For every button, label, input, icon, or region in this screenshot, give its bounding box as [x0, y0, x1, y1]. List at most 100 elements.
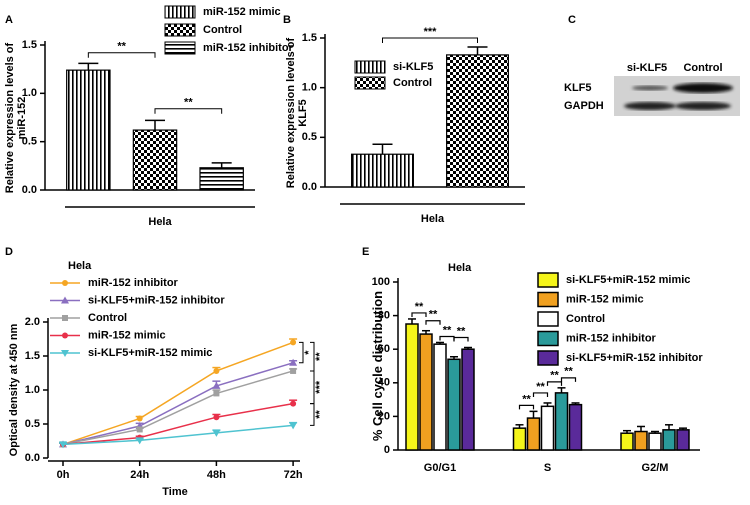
y-tick-label: 60 [378, 343, 390, 355]
significance-label: * [303, 350, 315, 355]
bar [447, 358, 461, 451]
significance-bracket [382, 37, 478, 43]
significance-label: ** [314, 409, 326, 418]
error-bar [464, 346, 472, 350]
bar [662, 429, 676, 451]
y-tick-label: 40 [378, 377, 390, 389]
marker [136, 415, 143, 422]
significance-bracket [299, 341, 304, 364]
marker [290, 339, 297, 346]
bar [676, 429, 690, 451]
marker [290, 367, 297, 374]
significance-label: ** [564, 366, 573, 378]
legend-swatch [537, 311, 559, 327]
bar [648, 432, 662, 451]
y-tick-label: 1.0 [25, 384, 40, 396]
legend-marker [62, 332, 68, 339]
legend-swatch [537, 350, 559, 366]
legend-swatch [164, 41, 196, 55]
legend-label: si-KLF5+miR-152 mimic [566, 274, 690, 286]
bar [351, 153, 414, 188]
legend-label: si-KLF5+miR-152 mimic [88, 347, 212, 359]
y-tick-label: 1.0 [22, 87, 37, 99]
marker [212, 381, 221, 389]
panel-letter: D [5, 246, 13, 258]
legend-label: miR-152 inhibitor [203, 42, 294, 54]
error-bar [515, 424, 524, 429]
x-tick-label: 0h [57, 469, 70, 481]
error-bar [408, 318, 416, 324]
error-bar [651, 430, 659, 434]
bar [132, 129, 178, 191]
legend-label: Control [566, 313, 605, 325]
marker [59, 441, 67, 449]
bar [526, 417, 541, 451]
bar [419, 333, 433, 451]
series-line [62, 402, 294, 446]
panel-title: Hela [448, 262, 472, 274]
significance-label: *** [314, 380, 326, 394]
bar [199, 167, 244, 191]
x-tick-label: Hela [421, 213, 445, 225]
x-axis-label: Time [162, 486, 187, 498]
lane-label: si-KLF5 [627, 62, 667, 74]
panel-letter: A [5, 14, 13, 26]
significance-label: ** [429, 309, 438, 321]
legend-label: Control [203, 24, 242, 36]
series-line [62, 370, 294, 446]
bar [634, 430, 648, 451]
significance-label: ** [415, 301, 424, 313]
error-bar [557, 387, 566, 393]
bar [461, 348, 475, 451]
panel-title: Hela [68, 260, 92, 272]
legend-marker [61, 296, 69, 304]
western-blot [614, 76, 740, 116]
marker [290, 400, 297, 407]
error-bar [665, 424, 673, 430]
y-tick-label: 0.5 [302, 131, 317, 143]
bar [568, 403, 583, 451]
significance-bracket [518, 404, 535, 410]
blot-membrane [614, 76, 740, 116]
blot-band [624, 102, 676, 110]
panel-letter: B [283, 14, 291, 26]
error-bar [211, 162, 232, 168]
significance-bracket [154, 108, 223, 114]
legend-swatch [537, 330, 559, 347]
significance-bracket [546, 381, 563, 386]
y-axis-label: Optical density at 450 nm [7, 323, 20, 457]
error-bar [623, 429, 631, 434]
marker [289, 358, 298, 366]
error-bar [422, 329, 430, 335]
legend-swatch [164, 5, 196, 19]
error-bar [78, 62, 99, 71]
legend-marker [61, 350, 69, 357]
bar [554, 392, 569, 451]
bar [446, 54, 509, 188]
marker [212, 429, 221, 437]
legend-swatch [354, 60, 386, 74]
y-tick-label: 1.5 [22, 39, 37, 51]
significance-bracket [411, 312, 427, 317]
legend-label: Control [393, 77, 432, 89]
legend-label: miR-152 inhibitor [566, 332, 657, 344]
significance-label: ** [536, 381, 545, 393]
series-line [62, 362, 294, 446]
y-tick-label: 80 [378, 310, 390, 322]
x-tick-label: 24h [130, 469, 149, 481]
y-axis-label: Relative expression levels of KLF5 [284, 37, 309, 188]
series-line [62, 341, 294, 446]
y-axis-label: % Cell cycle distribution [369, 290, 385, 442]
blot-band [673, 83, 733, 93]
error-bar [467, 46, 488, 55]
marker [213, 390, 220, 397]
x-tick-label: Hela [148, 216, 172, 228]
legend-swatch [164, 23, 196, 37]
significance-label: ** [314, 352, 326, 361]
error-bar [450, 356, 458, 360]
marker [135, 437, 144, 445]
band-label: GAPDH [564, 100, 604, 112]
y-tick-label: 0.0 [25, 452, 40, 464]
error-bar [679, 427, 687, 430]
band-label: KLF5 [564, 82, 592, 94]
